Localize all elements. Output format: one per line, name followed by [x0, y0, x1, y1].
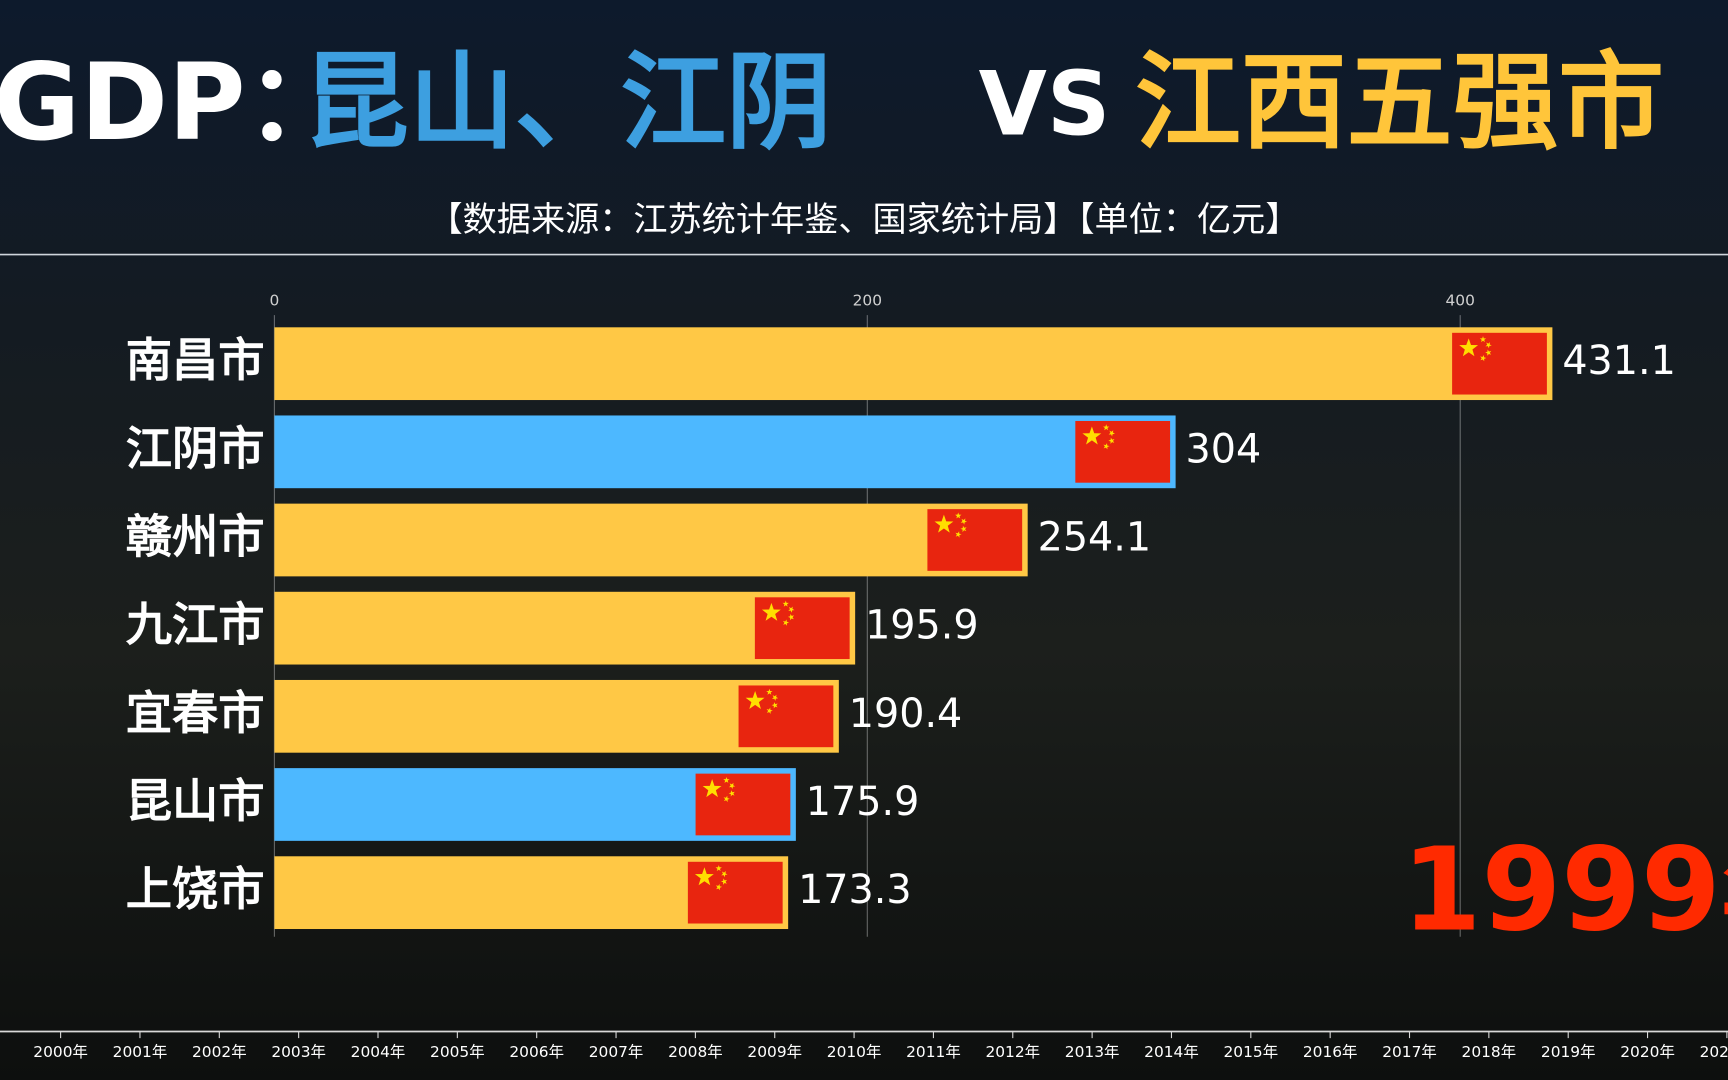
- timeline-label: 2012年: [985, 1043, 1040, 1061]
- category-label: 九江市: [126, 598, 265, 652]
- timeline-label: 2011年: [906, 1043, 961, 1061]
- flag-star: [720, 878, 728, 885]
- value-label: 173.3: [798, 867, 912, 913]
- flag-star: [723, 795, 730, 803]
- flag-star: [1082, 426, 1102, 445]
- flag: [1075, 420, 1171, 483]
- flag-star: [960, 518, 968, 525]
- bar: [274, 327, 1553, 401]
- flag-star: [955, 531, 962, 538]
- flag-star: [761, 602, 781, 621]
- timeline-label: 2017年: [1382, 1043, 1437, 1061]
- timeline-label: 2009年: [747, 1043, 802, 1061]
- flag-star: [787, 613, 795, 621]
- timeline-label: 2000年: [33, 1043, 88, 1061]
- flag-star: [1103, 424, 1110, 431]
- timeline-label: 2001年: [113, 1043, 168, 1061]
- flag-star: [782, 600, 789, 607]
- title-part: 昆山、江阴: [303, 41, 832, 164]
- flag: [738, 685, 834, 748]
- timeline-label: 2021年: [1700, 1043, 1728, 1061]
- timeline-label: 2005年: [430, 1043, 485, 1061]
- flag-star: [728, 790, 735, 797]
- flag-star: [960, 525, 967, 533]
- flag-star: [1108, 437, 1115, 444]
- timeline-label: 2014年: [1144, 1043, 1199, 1061]
- timeline-label: 2016年: [1303, 1043, 1358, 1061]
- subtitle: 【数据来源：江苏统计年鉴、国家统计局】【单位：亿元】: [428, 200, 1299, 240]
- bar: [274, 503, 1028, 577]
- flag-star: [766, 688, 773, 695]
- timeline-label: 2015年: [1224, 1043, 1279, 1061]
- category-label: 南昌市: [126, 333, 265, 387]
- flag: [687, 861, 783, 924]
- timeline-label: 2018年: [1462, 1043, 1517, 1061]
- flag-star: [1479, 336, 1487, 343]
- flag-star: [1485, 349, 1492, 356]
- value-label: 431.1: [1562, 338, 1676, 384]
- timeline-label: 2020年: [1620, 1043, 1675, 1061]
- timeline-label: 2006年: [509, 1043, 564, 1061]
- flag-star: [1485, 342, 1492, 349]
- flag-star: [729, 782, 736, 790]
- category-label: 昆山市: [126, 774, 265, 828]
- x-tick-label: 200: [853, 291, 882, 309]
- flag: [754, 597, 850, 660]
- flag-star: [934, 514, 954, 533]
- timeline-label: 2004年: [351, 1043, 406, 1061]
- value-label: 254.1: [1038, 515, 1152, 561]
- value-label: 190.4: [849, 691, 963, 737]
- flag-star: [766, 707, 773, 714]
- flag-star: [788, 606, 795, 613]
- bar: [274, 415, 1176, 489]
- value-label: 175.9: [806, 779, 920, 825]
- timeline-label: 2010年: [827, 1043, 882, 1061]
- timeline-label: 2019年: [1541, 1043, 1596, 1061]
- value-label: 304: [1186, 426, 1262, 472]
- flag-star: [1459, 338, 1479, 357]
- flag-star: [694, 867, 714, 886]
- timeline-label: 2003年: [271, 1043, 326, 1061]
- flag: [927, 509, 1023, 571]
- year-label: 1999年: [1402, 824, 1728, 957]
- flag-star: [745, 690, 765, 709]
- flag-star: [715, 865, 722, 872]
- flag-star: [771, 702, 778, 709]
- flag-star: [1480, 354, 1487, 362]
- category-label: 宜春市: [126, 686, 265, 740]
- timeline-label: 2007年: [589, 1043, 644, 1061]
- title-part: 江西五强市: [1135, 41, 1664, 164]
- flag-star: [955, 512, 962, 519]
- x-tick-label: 0: [270, 291, 280, 309]
- flag-star: [702, 779, 722, 798]
- flag-star: [771, 694, 779, 701]
- x-tick-label: 400: [1446, 291, 1475, 309]
- timeline-label: 2013年: [1065, 1043, 1120, 1061]
- flag: [695, 773, 791, 836]
- flag-star: [715, 883, 723, 891]
- title-part: GDP：: [0, 41, 351, 164]
- flag: [1452, 332, 1547, 395]
- title-part: VS: [979, 53, 1111, 156]
- category-label: 江阴市: [126, 421, 265, 475]
- value-label: 195.9: [865, 603, 979, 649]
- flag-star: [721, 871, 728, 878]
- flag-star: [1103, 443, 1110, 450]
- timeline-label: 2008年: [668, 1043, 723, 1061]
- flag-star: [1108, 430, 1115, 437]
- flag-star: [782, 619, 790, 626]
- category-label: 上饶市: [126, 862, 265, 916]
- timeline-label: 2002年: [192, 1043, 247, 1061]
- flag-star: [723, 776, 730, 783]
- category-label: 赣州市: [126, 510, 265, 564]
